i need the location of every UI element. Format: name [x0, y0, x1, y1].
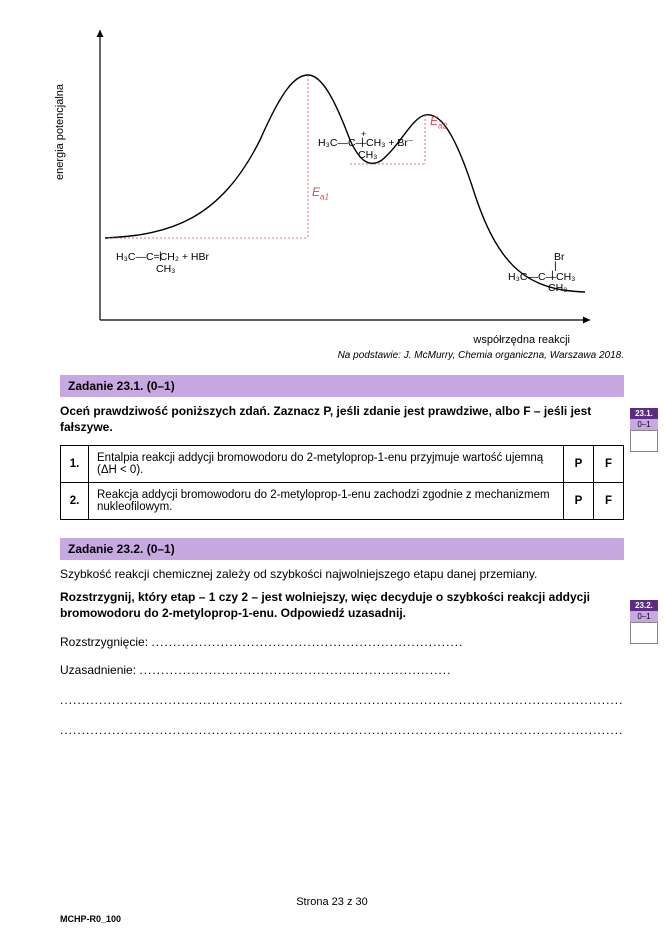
answer-rozstrzygniecie[interactable]: Rozstrzygnięcie: — [60, 635, 624, 649]
true-false-table: 1. Entalpia reakcji addycji bromowodoru … — [60, 445, 624, 520]
y-axis-label: energia potencjalna — [54, 84, 66, 180]
statement-text: Reakcja addycji bromowodoru do 2-metylop… — [89, 483, 564, 520]
intermediate-formula: + H₃C—C—CH₃ + Br⁻ | CH₃ — [318, 138, 413, 161]
x-axis-label: współrzędna reakcji — [473, 334, 570, 346]
task-23-1-instruction: Oceń prawdziwość poniższych zdań. Zaznac… — [60, 403, 624, 435]
dotted-line[interactable]: ........................................… — [60, 693, 624, 707]
doc-code: MCHP-R0_100 — [60, 914, 121, 924]
product-formula: Br | H₃C—C—CH₃ | CH₃ — [508, 252, 575, 295]
dotted-line[interactable]: ........................................… — [60, 723, 624, 737]
option-p[interactable]: P — [564, 483, 594, 520]
statement-text: Entalpia reakcji addycji bromowodoru do … — [89, 446, 564, 483]
option-f[interactable]: F — [594, 483, 624, 520]
task-23-1-header: Zadanie 23.1. (0–1) — [60, 375, 624, 397]
answer-uzasadnienie[interactable]: Uzasadnienie: — [60, 663, 624, 677]
option-p[interactable]: P — [564, 446, 594, 483]
score-box-23-2: 23.2. 0–1 — [630, 600, 658, 644]
row-number: 1. — [61, 446, 89, 483]
score-box-23-1: 23.1. 0–1 — [630, 408, 658, 452]
energy-diagram: energia potencjalna współrzędna reakcji … — [60, 20, 600, 340]
task-23-2-header: Zadanie 23.2. (0–1) — [60, 538, 624, 560]
reactant-formula: H₃C—C=CH₂ + HBr | CH₃ — [116, 252, 209, 275]
task-23-2-instruction: Rozstrzygnij, który etap – 1 czy 2 – jes… — [60, 589, 624, 621]
ea2-label: Ea2 — [430, 114, 447, 130]
ea1-label: Ea1 — [312, 185, 329, 201]
row-number: 2. — [61, 483, 89, 520]
table-row: 2. Reakcja addycji bromowodoru do 2-mety… — [61, 483, 624, 520]
option-f[interactable]: F — [594, 446, 624, 483]
figure-caption: Na podstawie: J. McMurry, Chemia organic… — [60, 350, 624, 361]
table-row: 1. Entalpia reakcji addycji bromowodoru … — [61, 446, 624, 483]
page-number: Strona 23 z 30 — [0, 896, 664, 908]
task-23-2-intro: Szybkość reakcji chemicznej zależy od sz… — [60, 566, 624, 582]
